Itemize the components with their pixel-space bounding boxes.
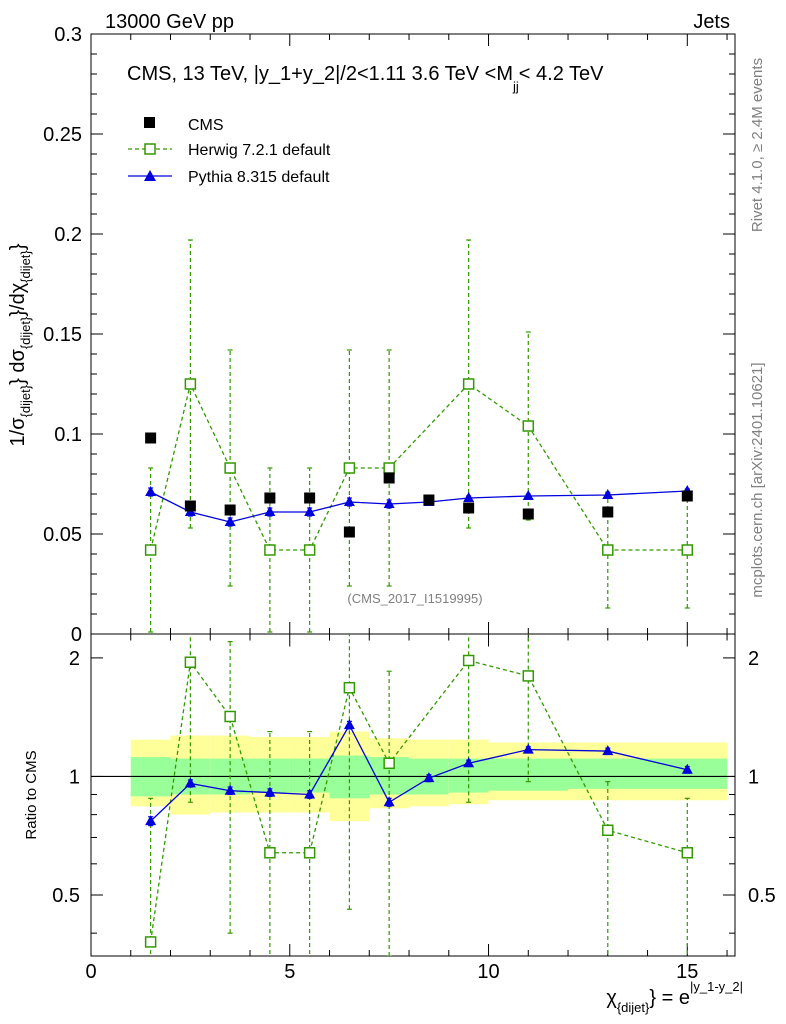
ratio-pythia-point: [681, 763, 693, 774]
main-plot: 0 0.05 0.1 0.15 0.2 0.25 0.3: [43, 24, 736, 956]
legend-cms-marker: [144, 117, 155, 128]
pythia-point: [304, 506, 316, 516]
cms-point: [681, 490, 693, 502]
legend: CMS Herwig 7.2.1 default Pythia 8.315 de…: [128, 117, 331, 186]
ratio-pythia-point: [264, 786, 276, 797]
ratio-frame: [90, 633, 736, 957]
x-tick-label: 0: [85, 961, 96, 983]
y-tick-label: 0.15: [43, 324, 82, 346]
ratio-pythia-point: [184, 777, 196, 788]
ratio-herwig-point: [224, 710, 236, 723]
legend-pythia-marker: [144, 170, 156, 181]
cms-point: [383, 472, 395, 484]
cms-point: [343, 526, 355, 538]
ratio-series: [144, 634, 694, 956]
ratio-herwig-point: [383, 757, 395, 770]
cms-point: [602, 506, 614, 518]
cms-point: [522, 508, 534, 520]
ratio-pythia-point: [602, 745, 614, 756]
y-tick-label: 0.05: [43, 524, 82, 546]
y-tick-label: 0.2: [54, 224, 82, 246]
ratio-y-tick-label: 1: [69, 766, 80, 788]
ratio-y-axis-label: Ratio to CMS: [23, 750, 40, 839]
cms-point: [184, 500, 196, 512]
cms-point: [224, 504, 236, 516]
cms-point: [145, 432, 157, 444]
ratio-herwig-point: [264, 847, 276, 859]
ratio-y-tick-label-right: 0.5: [748, 885, 776, 907]
pythia-point: [602, 489, 614, 499]
y-tick-label: 0.25: [43, 124, 82, 146]
pythia-point: [343, 496, 355, 506]
ratio-herwig-point: [144, 936, 157, 948]
legend-herwig-marker: [144, 143, 156, 155]
herwig-point: [602, 544, 614, 556]
pythia-point: [463, 492, 475, 502]
ratio-pythia-point: [304, 788, 316, 799]
herwig-point: [264, 544, 276, 556]
herwig-point: [144, 544, 157, 556]
herwig-point: [343, 462, 356, 474]
ratio-herwig-point: [522, 670, 535, 682]
ratio-herwig-point: [184, 656, 197, 668]
herwig-point: [383, 462, 395, 474]
pythia-point: [383, 498, 395, 508]
ratio-pythia-point: [224, 784, 236, 795]
y-tick-label: 0: [71, 624, 82, 646]
header-right: Jets: [693, 11, 730, 33]
herwig-point: [303, 544, 316, 556]
pythia-point: [522, 490, 534, 500]
main-series: [144, 239, 694, 633]
herwig-point: [522, 420, 535, 432]
ratio-pythia-point: [522, 743, 534, 754]
header-left: 13000 GeV pp: [105, 11, 234, 33]
ratio-pythia-point: [383, 796, 395, 807]
ratio-herwig-point: [681, 847, 694, 859]
pythia-point: [224, 516, 236, 526]
ratio-pythia-point: [463, 757, 475, 768]
ratio-herwig-point: [303, 847, 316, 859]
x-axis-label: χ{dijet}} = e|y_1-y_2|: [606, 979, 743, 1015]
x-tick-label: 15: [676, 961, 698, 983]
x-tick-label: 5: [284, 961, 295, 983]
herwig-point: [681, 544, 694, 556]
y-tick-label: 0.1: [54, 424, 82, 446]
ratio-y-tick-label-right: 1: [748, 766, 759, 788]
cms-point: [264, 492, 276, 504]
ratio-herwig-point: [462, 654, 475, 667]
cms-point: [423, 494, 435, 506]
rivet-label: Rivet 4.1.0, ≥ 2.4M events: [749, 58, 766, 232]
herwig-point: [462, 378, 475, 390]
legend-herwig-label: Herwig 7.2.1 default: [188, 142, 331, 159]
pythia-point: [145, 486, 157, 496]
ratio-herwig-point: [602, 824, 614, 837]
ratio-pythia-line: [150, 723, 688, 822]
cms-point: [463, 502, 475, 514]
mcplots-label: mcplots.cern.ch [arXiv:2401.10621]: [749, 362, 766, 597]
ratio-pythia-point: [423, 772, 435, 783]
ratio-pythia-point: [145, 815, 157, 826]
watermark: (CMS_2017_I1519995): [347, 591, 482, 606]
pythia-point: [264, 506, 276, 516]
legend-cms-label: CMS: [188, 117, 224, 134]
ratio-pythia-point: [343, 719, 355, 730]
ratio-y-tick-label: 0.5: [52, 885, 80, 907]
ratio-y-tick-label-right: 2: [748, 648, 759, 670]
y-axis-label: 1/σ{dijet}} dσ{dijet}}/dχ{dijet}}: [7, 243, 33, 446]
ratio-y-tick-label: 2: [69, 648, 80, 670]
pythia-line: [150, 490, 688, 523]
cms-point: [304, 492, 316, 504]
herwig-point: [184, 378, 197, 390]
ratio-herwig-point: [343, 681, 356, 694]
y-tick-label: 0.3: [54, 24, 82, 46]
ratio-plot: 0 5 10 15 0.5 0.5 1 1 2 2: [52, 633, 776, 983]
chart-title: CMS, 13 TeV, |y_1+y_2|/2<1.11 3.6 TeV <M…: [127, 63, 604, 94]
legend-pythia-label: Pythia 8.315 default: [188, 169, 330, 186]
x-tick-label: 10: [477, 961, 499, 983]
herwig-point: [224, 462, 236, 474]
